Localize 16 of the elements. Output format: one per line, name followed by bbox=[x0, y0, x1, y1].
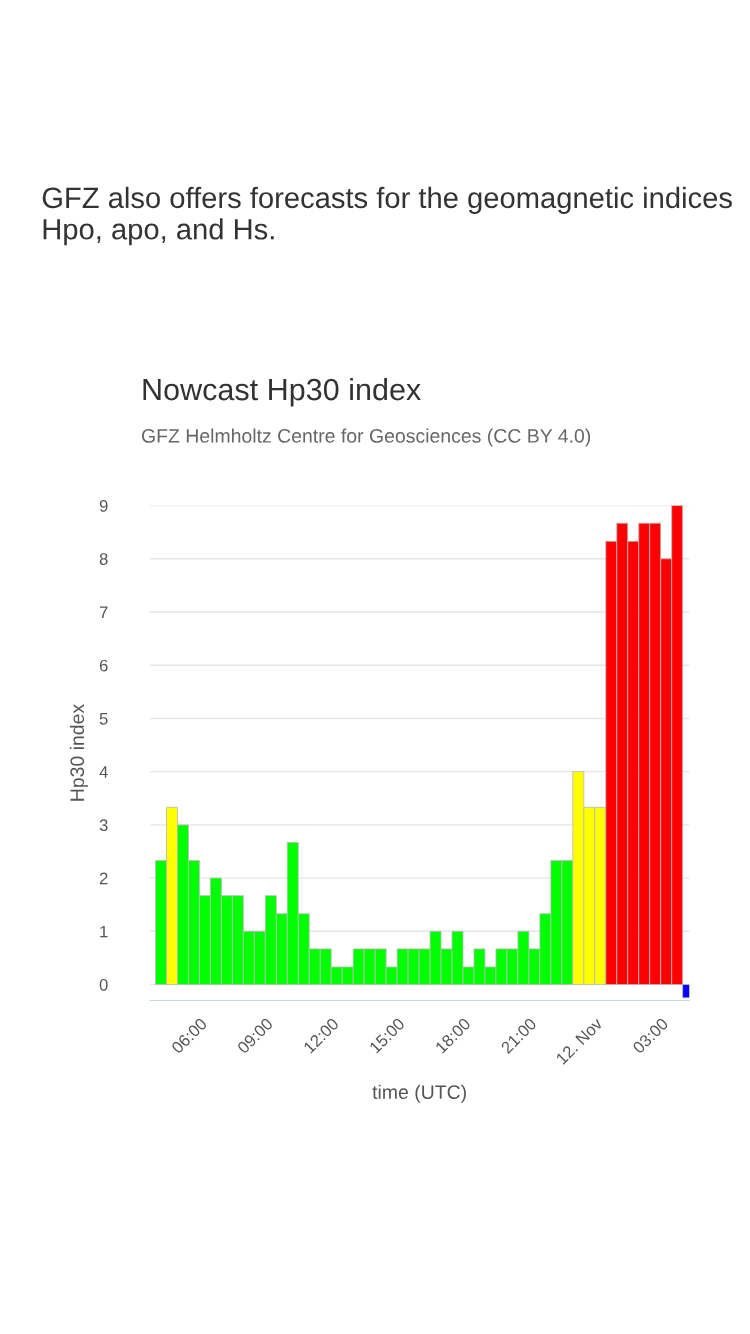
chart-title: Nowcast Hp30 index bbox=[143, 377, 421, 407]
y-tick-label: 1 bbox=[100, 925, 108, 938]
chart-subtitle: GFZ Helmholtz Centre for Geosciences (CC BY 4.0) bbox=[141, 428, 591, 447]
y-tick-label: 0 bbox=[99, 978, 108, 991]
y-axis-title: Hp30 index bbox=[69, 704, 88, 801]
y-tick-label: 5 bbox=[99, 713, 108, 725]
y-tick-label: 3 bbox=[99, 819, 108, 832]
y-tick-label: 8 bbox=[99, 553, 108, 566]
x-axis-title: time (UTC) bbox=[372, 1084, 466, 1103]
y-tick-label: 2 bbox=[99, 872, 108, 885]
y-tick-label: 9 bbox=[99, 499, 108, 512]
y-tick-label: 7 bbox=[99, 606, 108, 619]
x-tick-label: 12. Nov bbox=[555, 1016, 604, 1065]
y-tick-label: 4 bbox=[99, 766, 108, 778]
y-tick-label: 6 bbox=[99, 659, 108, 672]
text: GFZ also offers forecasts for the geomagnetic indices Hpo, apo, and Hs. bbox=[42, 186, 732, 246]
